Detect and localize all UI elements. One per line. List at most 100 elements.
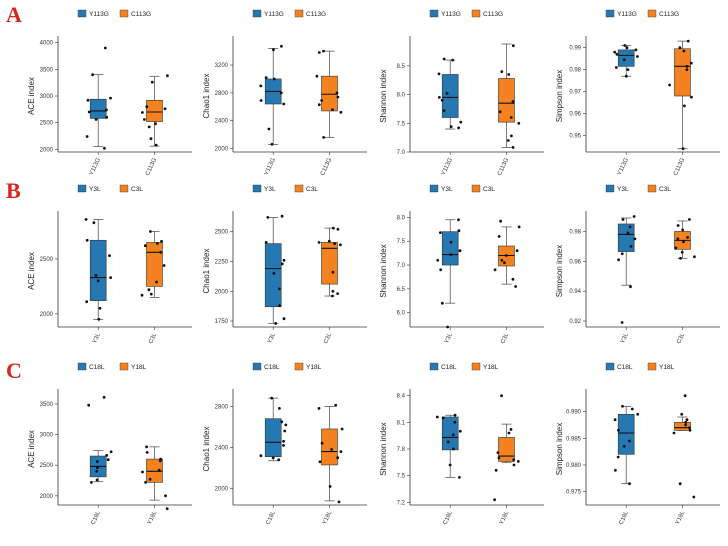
y-tick-label: 2500 [215, 230, 229, 236]
legend-swatch-y113g [252, 9, 262, 18]
data-point [96, 279, 100, 283]
data-point [629, 245, 633, 248]
x-tick-label-c18l: C18L [619, 510, 631, 526]
box-y3l [89, 239, 107, 301]
data-point [623, 44, 627, 47]
legend-label-c3l: C3L [659, 186, 671, 193]
data-point [439, 231, 442, 235]
data-point [453, 420, 457, 424]
legend-label-y18l: Y18L [306, 364, 322, 371]
y-axis-title: Shannon index [379, 422, 388, 475]
legend-swatch-y18l [647, 362, 657, 371]
y-tick-label: 0.98 [569, 229, 581, 235]
y-tick-label: 0.97 [569, 90, 581, 96]
y-tick-label: 2250 [215, 259, 229, 265]
y-tick-label: 2000 [40, 494, 54, 500]
data-point [277, 458, 281, 462]
data-point [615, 52, 619, 56]
data-point [682, 49, 686, 53]
data-point [634, 48, 638, 52]
y-tick-label: 2500 [40, 463, 54, 469]
legend-label-c18l: C18L [264, 364, 280, 371]
data-point [507, 73, 511, 76]
y-tick-label: 0.975 [566, 490, 582, 496]
data-point [451, 433, 455, 437]
data-point [95, 460, 99, 463]
y-axis-title: Simpson index [555, 245, 564, 297]
data-point [617, 258, 620, 262]
data-point [503, 261, 506, 265]
data-point [274, 322, 277, 325]
data-point [614, 66, 618, 69]
data-point [278, 407, 281, 410]
data-point [452, 447, 455, 451]
data-point [108, 254, 111, 257]
legend-label-y113g: Y113G [264, 11, 284, 18]
box-y18l [146, 458, 163, 483]
y-tick-label: 7.5 [397, 474, 406, 480]
x-tick-label-c113g: C113G [145, 157, 158, 177]
data-point [315, 74, 319, 78]
data-point [103, 46, 107, 50]
y-tick-label: 7.2 [397, 500, 406, 506]
data-point [509, 428, 513, 431]
data-point [678, 482, 682, 486]
data-point [165, 507, 169, 511]
data-point [441, 416, 445, 420]
data-point [516, 460, 520, 463]
data-point [322, 136, 325, 139]
data-point [622, 444, 626, 448]
legend-swatch-c18l [252, 362, 262, 371]
box-c18l [441, 416, 459, 451]
data-point [672, 431, 676, 435]
chart-panel-a-chao1: Y113G C113G 2000 2400 2800 3200 Chao1 index Y11… [202, 9, 367, 177]
chart-panel-b-chao1: Y3L C3L 1750 2000 2250 2500 Chao1 index Y3L C3L [202, 184, 367, 345]
x-tick-label-y18l: Y18L [675, 510, 687, 526]
box-y18l [498, 437, 515, 462]
data-point [332, 226, 335, 230]
data-point [636, 55, 639, 58]
data-point [140, 293, 144, 297]
data-point [280, 214, 284, 218]
box-c113g [674, 48, 691, 97]
data-point [92, 221, 96, 225]
legend-label-c3l: C3L [131, 186, 143, 193]
legend-label-y3l: Y3L [264, 186, 276, 193]
chart-panel-a-simpson: Y113G C113G 0.95 0.96 0.97 0.98 0.99 Simpson in… [555, 9, 720, 177]
y-tick-label: 2000 [40, 147, 54, 153]
y-tick-label: 2000 [215, 147, 229, 153]
data-point [94, 274, 98, 277]
x-tick-label-y3l: Y3L [92, 332, 102, 345]
data-point [327, 239, 331, 243]
legend-label-c3l: C3L [306, 186, 318, 193]
data-point [515, 249, 519, 253]
data-point [674, 246, 678, 250]
legend-label-y3l: Y3L [89, 186, 101, 193]
data-point [331, 294, 334, 298]
data-point [496, 451, 500, 454]
legend-swatch-y18l [294, 362, 304, 371]
y-tick-label: 4000 [40, 41, 54, 47]
data-point [500, 258, 504, 262]
x-tick-label-y113g: Y113G [617, 157, 630, 176]
y-tick-label: 7.0 [397, 150, 406, 156]
data-point [85, 238, 89, 242]
data-point [494, 468, 498, 472]
data-point [684, 423, 687, 427]
data-point [162, 264, 166, 267]
data-point [336, 292, 339, 295]
data-point [630, 407, 634, 411]
box-y3l [441, 231, 459, 266]
data-point [331, 270, 335, 274]
data-point [85, 135, 89, 138]
legend-label-c113g: C113G [659, 11, 679, 18]
data-point [145, 451, 149, 454]
data-point [438, 96, 441, 99]
legend-swatch-c18l [429, 362, 439, 371]
y-tick-label: 0.94 [569, 289, 581, 295]
box-y3l [264, 243, 282, 308]
data-point [159, 457, 163, 461]
data-point [459, 120, 463, 124]
data-point [105, 454, 109, 457]
